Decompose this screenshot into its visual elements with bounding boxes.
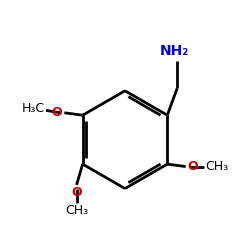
Text: NH₂: NH₂ <box>160 44 189 58</box>
Text: O: O <box>71 186 82 199</box>
Text: H₃C: H₃C <box>22 102 45 115</box>
Text: O: O <box>188 160 198 173</box>
Text: CH₃: CH₃ <box>65 204 88 218</box>
Text: O: O <box>52 106 62 119</box>
Text: CH₃: CH₃ <box>205 160 228 173</box>
